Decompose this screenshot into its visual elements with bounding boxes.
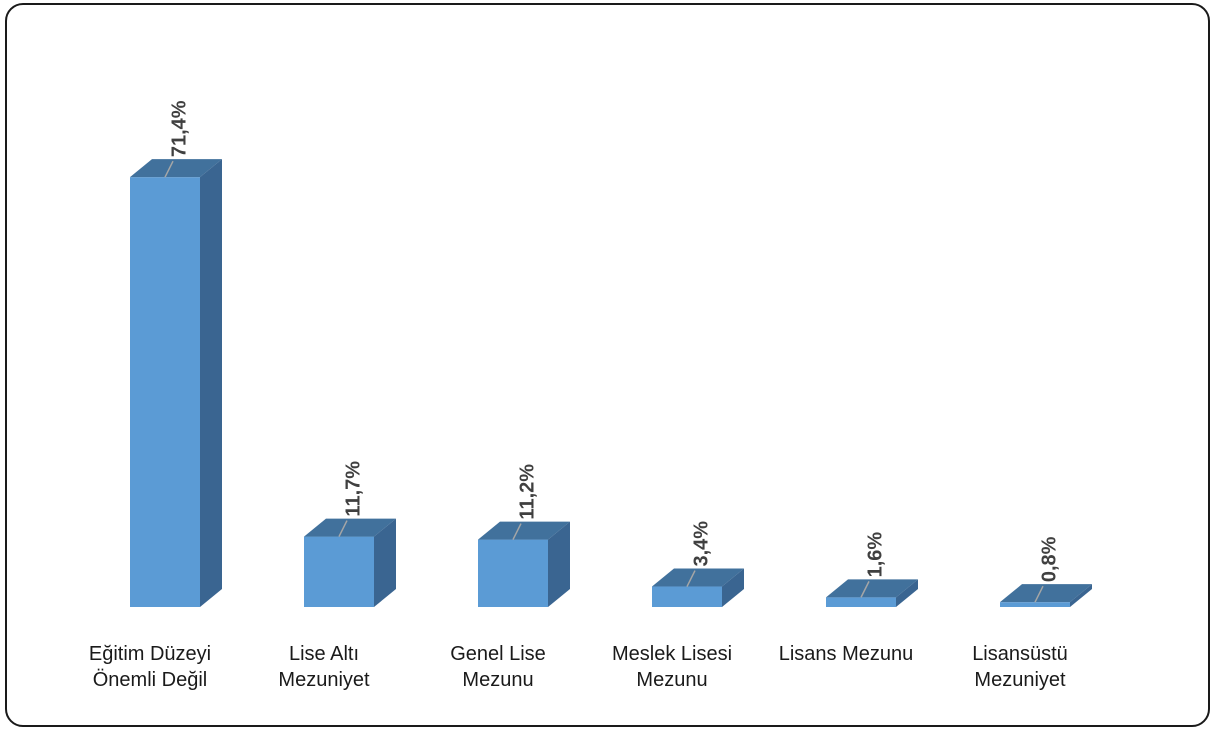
data-label: 11,7% [342,461,364,517]
bar-top [652,568,744,587]
bar [826,579,918,607]
bar [304,518,396,607]
category-label-line: Mezuniyet [278,669,370,691]
data-label: 11,2% [516,464,538,520]
category-label-line: Lisansüstü [972,643,1068,665]
data-label-leader [338,520,348,537]
bar-top [130,159,222,178]
data-label-leader [164,160,174,178]
bar-top [826,579,918,598]
category-label: Meslek Lisesi Mezunu [612,643,732,691]
category-label: Lisans Mezunu [779,643,914,665]
bar-front [304,536,374,607]
data-label-leader [860,581,870,598]
bar-front [130,177,200,607]
data-labels: 71,4% 11,7% 11,2% 3,4% 1,6% 0,8% [164,100,1060,603]
bar [130,159,222,607]
bar-top [304,518,396,537]
category-label: Lise Altı Mezuniyet [278,643,370,691]
data-label: 0,8% [1038,536,1060,582]
category-label-line: Mezunu [462,669,533,691]
bar-front [1000,602,1070,607]
category-label-line: Eğitim Düzeyi [89,643,211,665]
category-label: Lisansüstü Mezuniyet [972,643,1068,691]
data-label-leader [686,570,696,587]
category-label: Genel Lise Mezunu [450,643,546,691]
bar-side [896,579,918,607]
category-labels: Eğitim Düzeyi Önemli Değil Lise Altı Mezuni… [89,643,1068,691]
category-label-line: Mezunu [636,669,707,691]
bar-top [1000,584,1092,603]
bar-front [826,597,896,607]
category-label-line: Meslek Lisesi [612,643,732,665]
bars-group [130,159,1092,607]
data-label-leader [1034,585,1044,603]
bar [478,521,570,607]
bar-side [722,568,744,607]
data-label: 3,4% [690,521,712,567]
data-label-leader [512,523,522,540]
bar-side [374,518,396,607]
bar-side [200,159,222,607]
category-label-line: Lise Altı [289,643,359,665]
category-label-line: Mezuniyet [974,669,1066,691]
bar [1000,584,1092,607]
bar-top [478,521,570,540]
bar-front [478,539,548,607]
category-label-line: Önemli Değil [93,669,207,691]
category-label-line: Lisans Mezunu [779,643,914,665]
category-label-line: Genel Lise [450,643,546,665]
bar [652,568,744,607]
bar-side [1070,584,1092,607]
bar-front [652,586,722,607]
data-label: 1,6% [864,532,886,578]
bar-side [548,521,570,607]
category-label: Eğitim Düzeyi Önemli Değil [89,643,211,691]
data-label: 71,4% [168,100,190,157]
